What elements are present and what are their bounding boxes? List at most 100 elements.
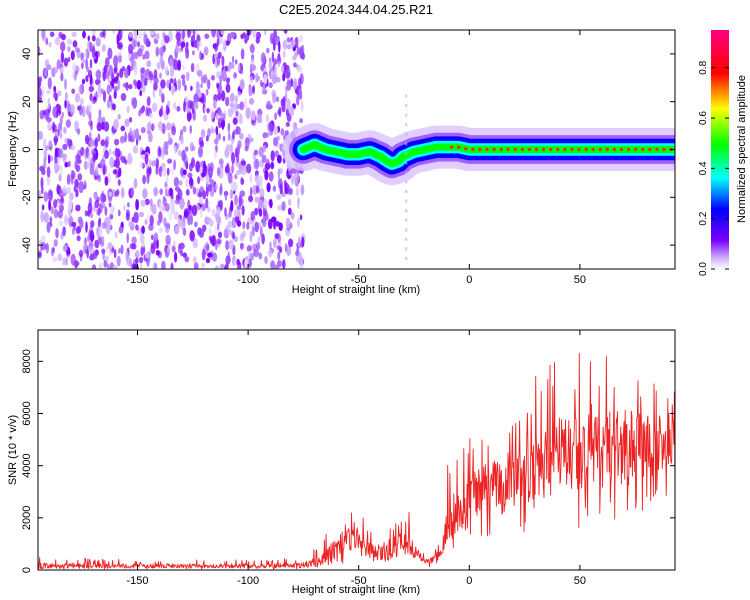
noise-blob <box>172 58 176 67</box>
noise-blob <box>153 82 158 91</box>
noise-blob <box>216 167 221 176</box>
noise-blob <box>227 220 233 228</box>
noise-blob <box>48 140 52 148</box>
noise-blob <box>270 216 277 223</box>
noise-blob <box>76 225 82 234</box>
noise-blob <box>186 71 190 82</box>
noise-blob <box>100 139 106 147</box>
noise-blob <box>235 110 239 117</box>
noise-blob <box>296 66 303 73</box>
noise-blob <box>139 233 145 244</box>
noise-blob <box>265 113 269 123</box>
noise-blob <box>286 37 291 43</box>
noise-blob <box>151 160 157 167</box>
noise-blob <box>246 163 252 174</box>
noise-blob <box>131 187 134 197</box>
noise-blob <box>299 46 303 59</box>
noise-blob <box>270 260 275 269</box>
noise-blob <box>144 198 150 206</box>
noise-blob <box>133 30 138 40</box>
noise-blob <box>40 176 44 189</box>
noise-blob <box>233 209 240 218</box>
noise-blob <box>295 86 300 96</box>
noise-blob <box>207 79 211 90</box>
noise-blob <box>90 138 94 147</box>
noise-blob <box>54 156 58 164</box>
noise-blob <box>239 132 244 140</box>
noise-blob <box>140 69 144 81</box>
noise-blob <box>74 178 79 188</box>
noise-blob <box>271 74 278 85</box>
noise-blob <box>179 180 183 186</box>
noise-blob <box>246 221 250 230</box>
noise-blob <box>191 50 195 56</box>
noise-blob <box>40 235 46 244</box>
noise-blob <box>155 78 159 84</box>
noise-blob <box>227 212 232 218</box>
signal-peak <box>612 147 617 152</box>
streak-mark <box>405 257 408 261</box>
signal-peak <box>634 147 638 152</box>
noise-blob <box>266 47 270 54</box>
noise-blob <box>239 79 245 90</box>
noise-blob <box>89 41 93 53</box>
noise-blob <box>112 30 116 35</box>
noise-blob <box>182 252 187 258</box>
noise-blob <box>156 61 161 70</box>
noise-region <box>38 30 306 269</box>
noise-blob <box>129 127 132 134</box>
noise-blob <box>87 151 91 162</box>
noise-blob <box>285 121 290 127</box>
signal-peak <box>464 147 468 151</box>
x-tick-label: -50 <box>351 575 367 587</box>
noise-blob <box>38 251 42 258</box>
noise-blob <box>128 32 133 38</box>
noise-blob <box>138 211 144 218</box>
noise-blob <box>277 109 282 116</box>
noise-blob <box>94 193 98 200</box>
noise-blob <box>128 117 133 123</box>
signal-peak <box>520 147 525 152</box>
streak-mark <box>405 161 408 165</box>
noise-blob <box>200 83 203 89</box>
noise-blob <box>45 145 49 151</box>
colorbar-label: Normalized spectral amplitude <box>736 75 748 223</box>
noise-blob <box>201 262 206 268</box>
noise-blob <box>75 70 78 76</box>
noise-blob <box>151 102 158 113</box>
noise-blob <box>135 257 139 264</box>
noise-blob <box>197 191 203 198</box>
noise-blob <box>67 199 73 212</box>
noise-blob <box>187 214 192 226</box>
noise-blob <box>105 71 110 79</box>
streak-mark <box>405 151 408 155</box>
noise-blob <box>109 156 115 168</box>
noise-blob <box>158 227 164 234</box>
noise-blob <box>271 89 277 98</box>
noise-blob <box>58 164 63 177</box>
noise-blob <box>184 256 190 263</box>
noise-blob <box>300 184 305 196</box>
noise-blob <box>190 62 195 73</box>
noise-blob <box>193 221 198 228</box>
noise-blob <box>108 195 113 203</box>
noise-blob <box>179 197 185 210</box>
noise-blob <box>260 79 263 88</box>
noise-blob <box>187 30 191 38</box>
noise-blob <box>124 67 129 79</box>
noise-blob <box>192 109 196 121</box>
noise-blob <box>253 248 259 258</box>
noise-blob <box>176 143 180 149</box>
streak-mark <box>405 228 408 232</box>
noise-blob <box>132 129 136 140</box>
noise-blob <box>149 166 152 175</box>
noise-blob <box>149 214 154 226</box>
noise-blob <box>182 78 186 87</box>
noise-blob <box>117 43 121 49</box>
noise-blob <box>40 186 44 195</box>
noise-blob <box>111 103 116 111</box>
noise-blob <box>49 31 55 38</box>
noise-blob <box>53 163 59 171</box>
noise-blob <box>59 204 64 213</box>
signal-peak <box>534 147 539 152</box>
